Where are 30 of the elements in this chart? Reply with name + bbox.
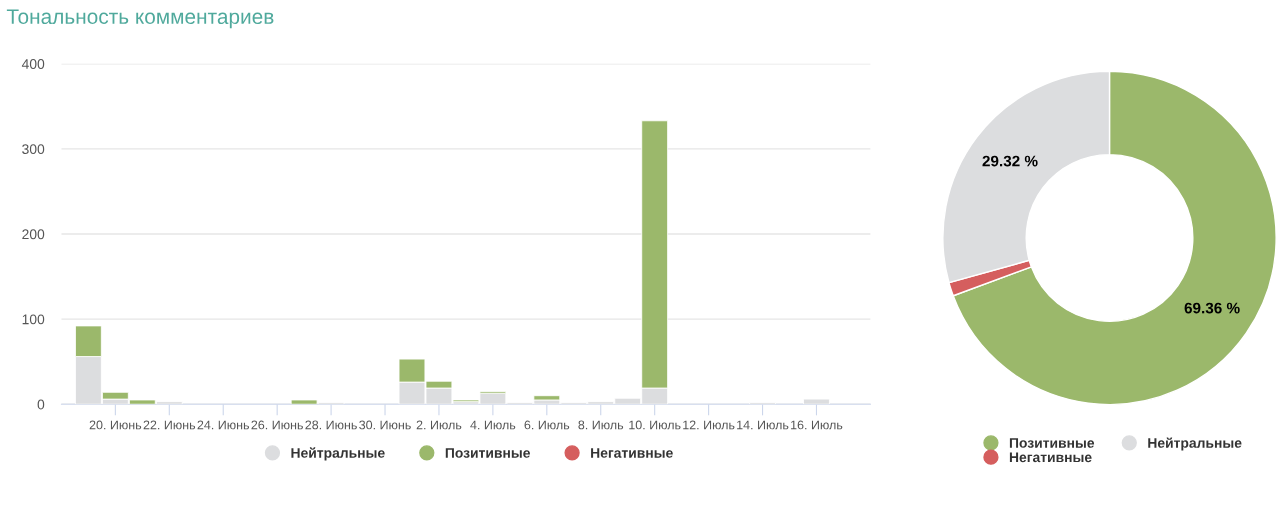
x-tick-label: 10. Июль	[629, 420, 681, 430]
x-tick-label: 6. Июль	[524, 420, 570, 430]
x-tick-label: 26. Июнь	[251, 420, 303, 430]
y-tick-label: 100	[22, 314, 45, 325]
x-tick-label: 12. Июль	[683, 420, 735, 430]
y-tick-label: 0	[37, 399, 45, 410]
x-tick-label: 16. Июль	[791, 420, 843, 430]
y-tick-label: 200	[22, 229, 45, 240]
x-tick-label: 2. Июль	[416, 420, 462, 430]
legend-label: Негативные	[1009, 452, 1092, 463]
x-tick-label: 4. Июль	[470, 420, 516, 430]
y-tick-label: 400	[21, 59, 45, 69]
legend-label: Позитивные	[445, 448, 530, 458]
data-label: 29.32 %	[982, 155, 1038, 167]
bar	[533, 395, 561, 401]
legend-label: Нейтральные	[291, 447, 385, 461]
legend-label: Позитивные	[1009, 438, 1095, 448]
chart-title: Тональность комментариев	[6, 9, 274, 29]
bar	[803, 398, 830, 405]
x-tick-label: 28. Июнь	[305, 420, 357, 430]
data-label: 69.36 %	[1184, 302, 1240, 314]
x-tick-label: 20. Июнь	[89, 420, 142, 430]
legend-label: Нейтральные	[1148, 437, 1242, 451]
x-tick-label: 22. Июнь	[143, 420, 196, 430]
x-tick-label: 30. Июнь	[359, 420, 411, 430]
x-tick-label: 14. Июль	[737, 420, 789, 430]
legend-label: Негативные	[591, 448, 673, 458]
x-tick-label: 24. Июнь	[197, 420, 250, 430]
y-tick-label: 300	[22, 144, 45, 155]
x-tick-label: 8. Июль	[578, 420, 624, 430]
